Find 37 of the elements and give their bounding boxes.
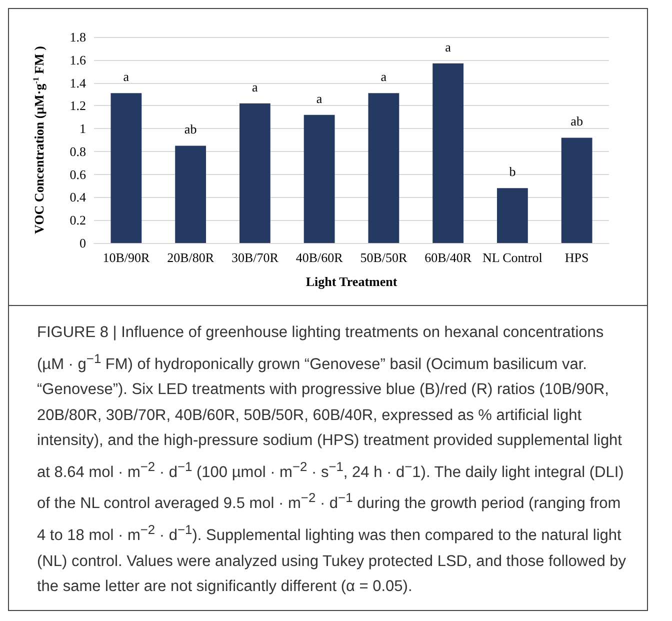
data-label: ab [184, 122, 197, 137]
x-tick-label: 60B/40R [424, 250, 472, 265]
data-label: b [509, 164, 516, 180]
y-tick-label: 1.4 [70, 75, 86, 90]
data-label: a [380, 69, 387, 84]
bar [368, 93, 400, 243]
text: FIGURE 8 | Influence of greenhouse lighting treatments on hexanal concentrations (µM · g$^{−1}$ FM) of hydroponically grown “Genovese” basil (Ocimum basilicum var. “Genovese”). Six LED treatments with progressive blue (B)/red (R) ratios (10B/90R, 20B/80R, 30B/70R, 40B/60R, 50B/50R, 60B/40R, expressed as % artificial light intensity), and the high-pressure sodium (HPS) treatment provided supplemental light at 8.64 mol · m$^{−2}$ · d$^{−1}$ (100 µmol · m$^{−2}$ · s$^{−1}$, 24 h · d$^{−}$1). The daily light integral (DLI) of the NL control averaged 9.5 mol · m$^{−2}$ · d$^{−1}$ during the growth period (ranging from 4 to 18 mol · m$^{−2}$ · d$^{−1}$). Supplemental lighting was then compared to the natural light (NL) control. Values were analyzed using Tukey protected LSD, and those followed by the same letter are not significantly different (α = 0.05). [37, 324, 626, 596]
bar [561, 138, 592, 243]
y-tick-label: 0 [80, 236, 86, 250]
x-axis-title: Light Treatment [306, 274, 398, 289]
data-label: a [316, 90, 322, 106]
y-tick-label: 0.4 [70, 190, 86, 205]
bar [432, 63, 464, 243]
x-tick-label: 10B/90R [102, 250, 150, 265]
x-tick-label: HPS [564, 250, 589, 265]
y-tick-label: 0.6 [70, 166, 86, 182]
y-tick-label: 1 [80, 121, 86, 136]
bar [304, 114, 335, 243]
x-tick-label: 50B/50R [360, 250, 408, 265]
x-tick-label: NL Control [482, 250, 543, 265]
y-tick-label: 0.8 [70, 144, 86, 159]
y-tick-label: 1.6 [70, 52, 86, 68]
y-tick-label: 0.2 [70, 212, 86, 228]
x-tick-label: 20B/80R [167, 250, 214, 265]
y-axis-title: VOC Concentration (µM·g-1 FM ) [32, 46, 46, 234]
y-tick-label: 1.2 [70, 98, 86, 114]
bar [496, 188, 528, 243]
bar [110, 93, 142, 243]
bar [175, 146, 206, 243]
bar [239, 103, 270, 243]
data-label: a [445, 39, 452, 54]
data-label: a [123, 69, 130, 84]
x-tick-label: 40B/60R [296, 250, 344, 265]
data-label: ab [570, 114, 583, 129]
x-tick-label: 30B/70R [231, 250, 279, 265]
y-tick-label: 1.8 [70, 30, 86, 44]
data-label: a [252, 79, 258, 94]
